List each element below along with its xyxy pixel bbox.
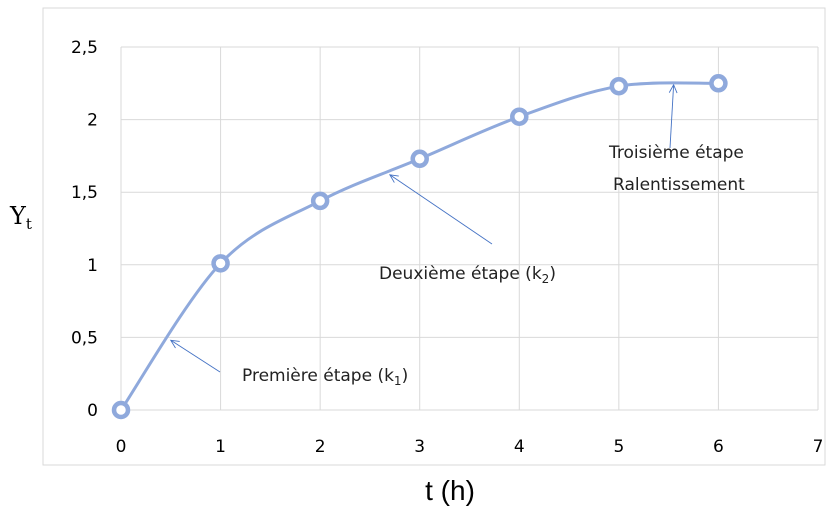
x-tick-label: 4 xyxy=(514,437,525,457)
data-point xyxy=(111,400,131,420)
chart-area-border xyxy=(42,7,826,466)
data-point xyxy=(310,191,330,211)
x-tick-label: 5 xyxy=(613,437,624,457)
data-point xyxy=(410,149,429,169)
annotation-text: Troisième étape xyxy=(608,143,744,163)
annotation-text: Deuxième étape (k2) xyxy=(379,264,556,286)
y-tick-label: 1 xyxy=(87,256,98,276)
annotation-leader-line xyxy=(669,84,675,149)
x-tick-label: 7 xyxy=(813,437,824,457)
x-tick-labels: 0 1 2 3 4 5 6 7 xyxy=(116,437,824,457)
annotations: Première étape (k1) Deuxième étape (k2) Tr… xyxy=(169,83,745,388)
x-tick-label: 1 xyxy=(215,437,226,457)
annotation-text-line2: Ralentissement xyxy=(613,175,745,195)
y-tick-label: 2,5 xyxy=(71,38,98,58)
y-axis-title: Yt xyxy=(9,202,32,233)
annotation-leader-line xyxy=(170,339,221,373)
y-tick-label: 0 xyxy=(87,401,98,421)
data-point xyxy=(609,76,629,96)
x-tick-label: 0 xyxy=(116,437,127,457)
data-point xyxy=(510,107,529,126)
y-tick-label: 1,5 xyxy=(71,183,98,203)
x-tick-label: 2 xyxy=(315,437,326,457)
annotation-arrowhead xyxy=(388,174,399,183)
data-points xyxy=(111,74,728,420)
data-point xyxy=(709,74,728,93)
data-point xyxy=(211,254,230,273)
x-tick-label: 6 xyxy=(713,437,724,457)
annotation-arrowhead xyxy=(169,339,180,349)
annotation-text: Première étape (k1) xyxy=(242,366,408,388)
annotation-arrowhead xyxy=(668,83,678,94)
x-axis-title: t (h) xyxy=(425,475,475,506)
y-tick-label: 2 xyxy=(87,111,98,131)
x-tick-label: 3 xyxy=(414,437,425,457)
y-tick-label: 0,5 xyxy=(71,328,98,348)
y-axis-title-subscript: t xyxy=(26,215,32,233)
annotation-leader-line xyxy=(389,174,493,245)
y-tick-labels: 0 0,5 1 1,5 2 2,5 xyxy=(71,38,98,421)
y-axis-title-main: Y xyxy=(9,202,27,230)
